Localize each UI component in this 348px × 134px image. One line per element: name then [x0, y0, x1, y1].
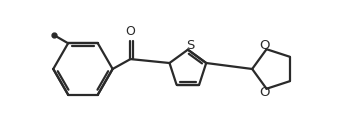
Text: O: O [259, 39, 270, 52]
Text: O: O [259, 86, 270, 99]
Text: S: S [185, 39, 194, 52]
Text: O: O [126, 25, 135, 38]
